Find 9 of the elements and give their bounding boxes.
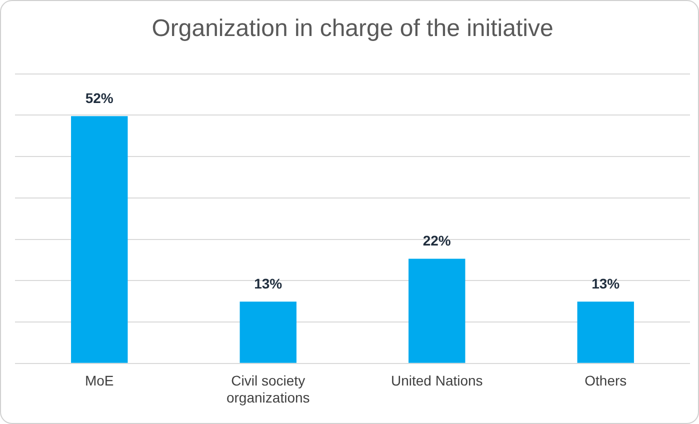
chart-title: Organization in charge of the initiative [152,15,554,42]
data-label: 22% [422,232,452,249]
x-tick-label: Civil society organizations [226,372,310,406]
data-label: 13% [592,275,620,292]
x-tick-label: Others [584,372,627,389]
x-tick-label: MoE [84,372,114,389]
x-tick-label: United Nations [390,372,483,389]
data-label: 13% [254,275,283,292]
data-label: 52% [85,90,114,106]
